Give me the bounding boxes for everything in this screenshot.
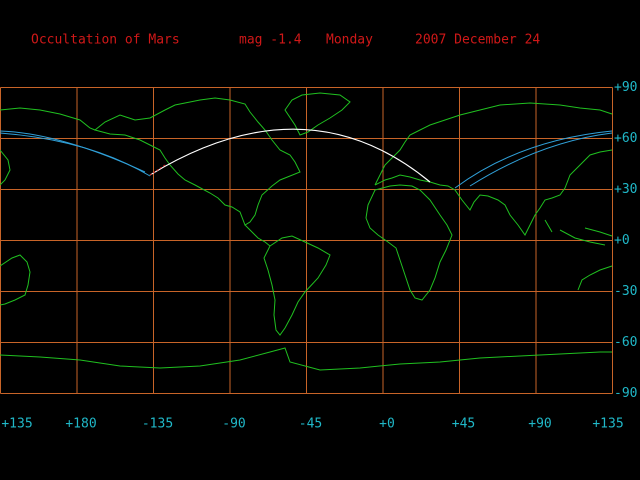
longitude-label: -45 xyxy=(299,417,322,432)
latitude-label: +90 xyxy=(614,80,637,95)
eastern-track-a xyxy=(454,130,613,189)
latitude-label: +30 xyxy=(614,182,637,197)
longitude-label: +135 xyxy=(592,417,623,432)
coastlines xyxy=(0,92,613,371)
eastern-track-b xyxy=(469,132,613,187)
longitude-label: +135 xyxy=(1,417,32,432)
greenland xyxy=(284,92,351,136)
track-start xyxy=(149,164,166,176)
northern-limit-track xyxy=(149,128,431,183)
australia xyxy=(0,254,613,306)
weekday: Monday xyxy=(326,33,373,48)
latitude-label: +0 xyxy=(614,233,630,248)
latitude-label: +60 xyxy=(614,131,637,146)
latitude-label: -60 xyxy=(614,335,637,350)
date: 2007 December 24 xyxy=(415,33,540,48)
longitude-label: +0 xyxy=(379,417,395,432)
longitude-label: -135 xyxy=(142,417,173,432)
longitude-label: +180 xyxy=(65,417,96,432)
south-america xyxy=(263,235,331,336)
north-america xyxy=(93,97,301,226)
latitude-label: -30 xyxy=(614,284,637,299)
occultation-tracks xyxy=(0,128,613,189)
western-track-b xyxy=(0,130,146,173)
latitude-label: -90 xyxy=(614,386,637,401)
islands xyxy=(544,219,613,246)
longitude-label: +90 xyxy=(528,417,551,432)
eastern-asia xyxy=(0,107,96,186)
magnitude: mag -1.4 xyxy=(239,33,302,48)
central-america xyxy=(244,224,271,247)
longitude-label: +45 xyxy=(452,417,475,432)
graticule xyxy=(0,87,613,394)
longitude-label: -90 xyxy=(222,417,245,432)
eurasia xyxy=(374,102,613,236)
antarctica xyxy=(0,347,612,371)
event-title: Occultation of Mars xyxy=(31,33,180,48)
africa xyxy=(365,184,453,301)
